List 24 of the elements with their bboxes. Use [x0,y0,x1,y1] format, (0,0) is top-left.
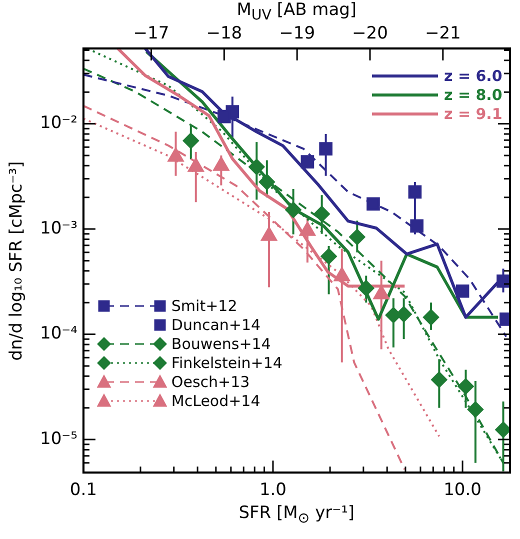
y-tick-label: 10⁻² [40,113,78,134]
legend-label: McLeod+14 [171,392,260,410]
x-tick-label: 10.0 [444,480,482,500]
y-tick-label: 10⁻⁵ [40,428,78,449]
y-tick-label: 10⁻³ [40,218,78,238]
x2-tick-label: −21 [424,24,461,44]
legend-label: z = 6.0 [444,66,502,85]
x2-tick-label: −18 [206,24,242,44]
x2-tick-label: −17 [133,24,170,44]
x2-tick-label: −19 [279,24,316,44]
legend-label: z = 9.1 [444,104,502,123]
legend-label: Bouwens+14 [171,335,271,354]
legend-label: Smit+12 [171,297,238,316]
y-axis-title: dn/d log₁₀ SFR [cMpc⁻³] [6,160,26,360]
legend-label: Oesch+13 [171,373,250,392]
x-tick-label: 1.0 [259,480,286,500]
x2-tick-label: −20 [352,24,388,44]
x-tick-label: 0.1 [70,480,97,500]
x2-axis-title: M$_{UV}$ [AB mag] [236,0,357,24]
legend-label: Finkelstein+14 [171,354,282,372]
legend-label: z = 8.0 [444,86,502,104]
y-tick-label: 10⁻⁴ [40,324,78,344]
x-axis-title: SFR [M$_{⊙}$ yr⁻¹] [238,502,355,526]
legend-label: Duncan+14 [171,316,261,334]
